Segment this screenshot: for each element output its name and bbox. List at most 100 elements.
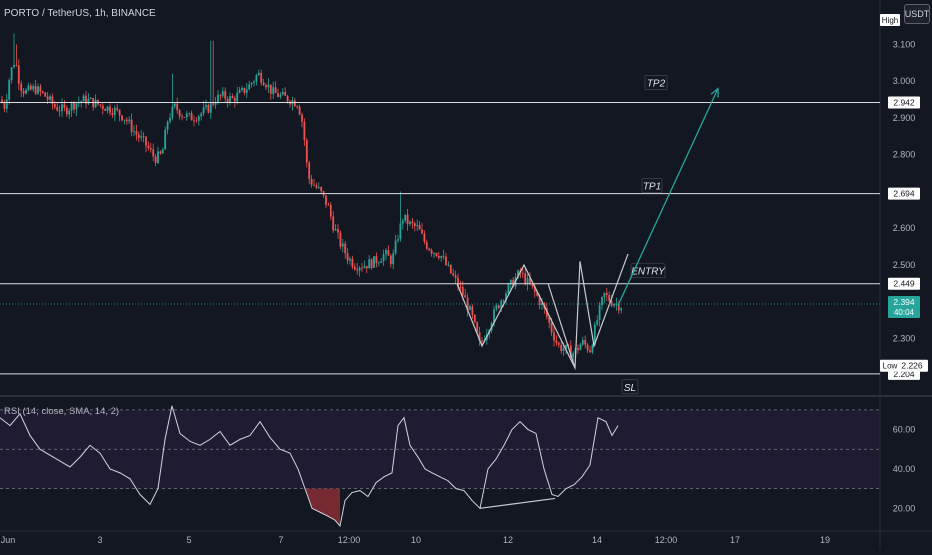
candle-body xyxy=(586,344,589,351)
candle-body xyxy=(181,116,183,118)
candle-body xyxy=(589,350,591,353)
candle-body xyxy=(238,89,241,93)
annotation-box-entry[interactable] xyxy=(630,263,666,279)
candle-body xyxy=(577,348,579,351)
level-price-label: 2.942 xyxy=(893,97,915,107)
candle-body xyxy=(178,110,181,117)
candle-body xyxy=(94,99,97,108)
candle-body xyxy=(392,253,395,265)
candle-body xyxy=(608,294,611,301)
candle-body xyxy=(123,119,126,121)
candle-body xyxy=(459,286,462,288)
candle-body xyxy=(10,67,13,81)
candle-body xyxy=(555,340,558,344)
candle-body xyxy=(476,322,479,333)
candle-body xyxy=(481,340,483,342)
candle-body xyxy=(385,250,387,255)
last-price-badge xyxy=(888,295,920,318)
candle-body xyxy=(61,104,63,112)
candle-body xyxy=(493,309,495,324)
candle-body xyxy=(63,104,66,108)
candle-body xyxy=(579,344,582,351)
price-tick-label: 3.000 xyxy=(893,76,916,86)
annotation-sl: SL xyxy=(624,383,636,394)
candle-body xyxy=(598,305,601,321)
high-label: High xyxy=(882,16,898,25)
annotation-box-tp2[interactable] xyxy=(644,75,668,90)
candle-body xyxy=(593,324,596,345)
candle-body xyxy=(464,295,467,298)
annotation-box-tp1[interactable] xyxy=(641,178,663,193)
candle-body xyxy=(15,64,18,66)
candle-body xyxy=(411,221,414,224)
time-tick-label: 10 xyxy=(411,535,421,545)
annotation-box-sl[interactable] xyxy=(621,379,639,395)
time-tick-label: 19 xyxy=(820,535,830,545)
level-price-label: 2.449 xyxy=(893,279,915,289)
candle-body xyxy=(111,113,114,116)
candle-body xyxy=(404,214,407,221)
candle-body xyxy=(99,104,102,106)
rsi-divergence-line[interactable] xyxy=(479,497,556,509)
candle-body xyxy=(541,303,543,305)
candle-body xyxy=(433,252,435,254)
candle-body xyxy=(281,91,284,95)
candle-body xyxy=(533,286,536,292)
time-tick-label: 3 xyxy=(97,535,102,545)
high-badge xyxy=(880,14,900,26)
candle-body xyxy=(80,101,83,103)
candle-body xyxy=(584,339,587,345)
candle-body xyxy=(147,145,150,149)
candle-body xyxy=(320,187,323,192)
candle-body xyxy=(315,185,318,188)
candle-body xyxy=(569,345,572,358)
candle-body xyxy=(104,109,107,111)
candle-body xyxy=(5,99,8,109)
pattern-line[interactable] xyxy=(547,283,576,369)
candle-body xyxy=(87,99,90,104)
candle-body xyxy=(265,85,267,88)
candle-body xyxy=(193,120,195,122)
candle-body xyxy=(25,89,27,94)
candle-body xyxy=(572,353,575,358)
candle-body xyxy=(171,106,174,118)
candle-body xyxy=(413,223,416,227)
low-label: Low xyxy=(883,362,898,371)
candle-body xyxy=(269,84,272,94)
candle-body xyxy=(152,149,155,157)
projection-arrow[interactable] xyxy=(617,88,719,306)
low-value-label: 2.226 xyxy=(901,361,923,371)
candle-body xyxy=(68,110,71,115)
candle-body xyxy=(409,221,411,225)
candle-body xyxy=(478,332,481,341)
candle-body xyxy=(526,278,529,284)
rsi-line[interactable] xyxy=(0,405,619,528)
candle-body xyxy=(327,204,330,206)
candle-body xyxy=(260,72,263,83)
candle-body xyxy=(142,136,145,138)
candle-body xyxy=(272,87,275,94)
candle-body xyxy=(387,250,390,256)
time-tick-label: 12:00 xyxy=(338,535,361,545)
candle-body xyxy=(41,91,44,93)
candle-body xyxy=(356,269,359,271)
candle-body xyxy=(377,262,380,264)
candle-body xyxy=(17,65,20,84)
candle-body xyxy=(116,107,119,110)
candle-body xyxy=(241,87,243,90)
candle-body xyxy=(601,297,603,306)
candle-body xyxy=(428,248,431,251)
candle-body xyxy=(325,195,327,205)
candle-body xyxy=(399,223,402,240)
candle-body xyxy=(349,258,351,261)
candle-body xyxy=(423,233,426,243)
candle-body xyxy=(250,83,253,85)
candle-body xyxy=(394,240,397,254)
currency-button[interactable]: USDT xyxy=(904,4,930,24)
candle-body xyxy=(531,284,534,287)
candle-body xyxy=(128,119,131,122)
rsi-tick-label: 60.00 xyxy=(893,425,916,435)
candle-body xyxy=(214,102,217,105)
annotation-entry: ENTRY xyxy=(631,267,666,278)
